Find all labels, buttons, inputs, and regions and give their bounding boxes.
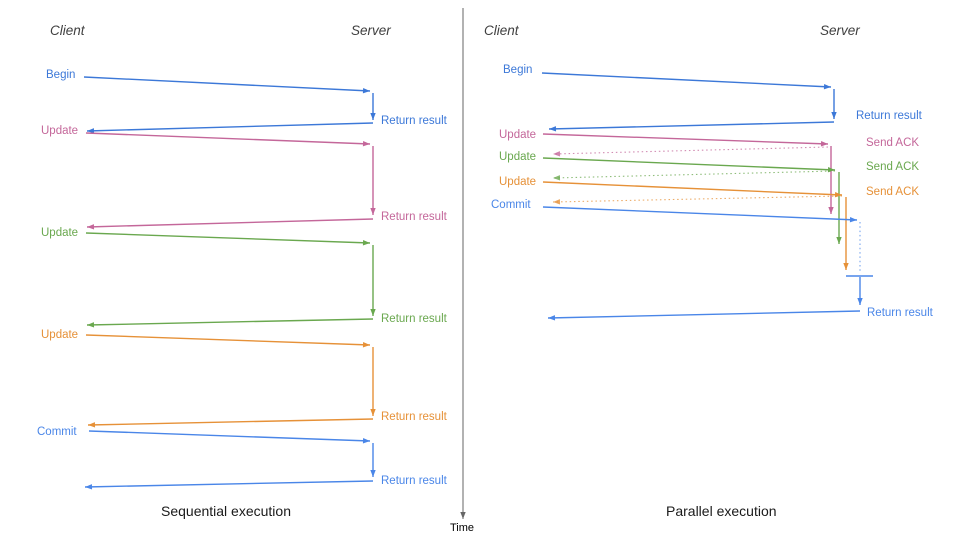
- parallel-update-3-processing-arrow: [843, 197, 849, 270]
- sequential-commit-request-arrow: [88, 430, 371, 444]
- parallel-update-1-request-arrow: [542, 133, 829, 147]
- sequential-begin-return-arrow: [86, 122, 374, 134]
- parallel-update-2-request-arrow: [542, 157, 836, 173]
- parallel-update-3-request-arrow: [542, 181, 843, 198]
- parallel-commit-return-arrow: [547, 310, 861, 321]
- sequential-update-2-processing-arrow: [370, 245, 376, 316]
- parallel-commit-request-arrow: [542, 206, 858, 223]
- parallel-update-1-processing-arrow: [828, 146, 834, 214]
- parallel-begin-return-arrow: [548, 121, 835, 132]
- sequential-update-1-return-arrow: [86, 218, 374, 230]
- sequential-begin-processing-arrow: [370, 93, 376, 120]
- sequential-begin-request-arrow: [83, 76, 371, 94]
- sequential-commit-processing-arrow: [370, 443, 376, 477]
- sequential-update-3-processing-arrow: [370, 347, 376, 416]
- sequential-commit-return-arrow: [84, 480, 374, 490]
- parallel-update-1-ack-arrow: [552, 146, 829, 157]
- sequential-update-1-processing-arrow: [370, 146, 376, 215]
- parallel-commit-processing-arrow: [857, 277, 863, 305]
- time-axis: [460, 8, 466, 519]
- parallel-update-2-processing-arrow: [836, 172, 842, 244]
- sequential-update-2-request-arrow: [85, 232, 371, 246]
- parallel-update-2-ack-arrow: [552, 170, 836, 181]
- sequential-update-2-return-arrow: [86, 318, 374, 328]
- sequential-update-1-request-arrow: [85, 132, 371, 147]
- parallel-begin-processing-arrow: [831, 89, 837, 119]
- sequential-update-3-return-arrow: [87, 418, 374, 428]
- parallel-begin-request-arrow: [541, 72, 832, 90]
- parallel-update-3-ack-arrow: [552, 195, 843, 205]
- sequential-update-3-request-arrow: [85, 334, 371, 348]
